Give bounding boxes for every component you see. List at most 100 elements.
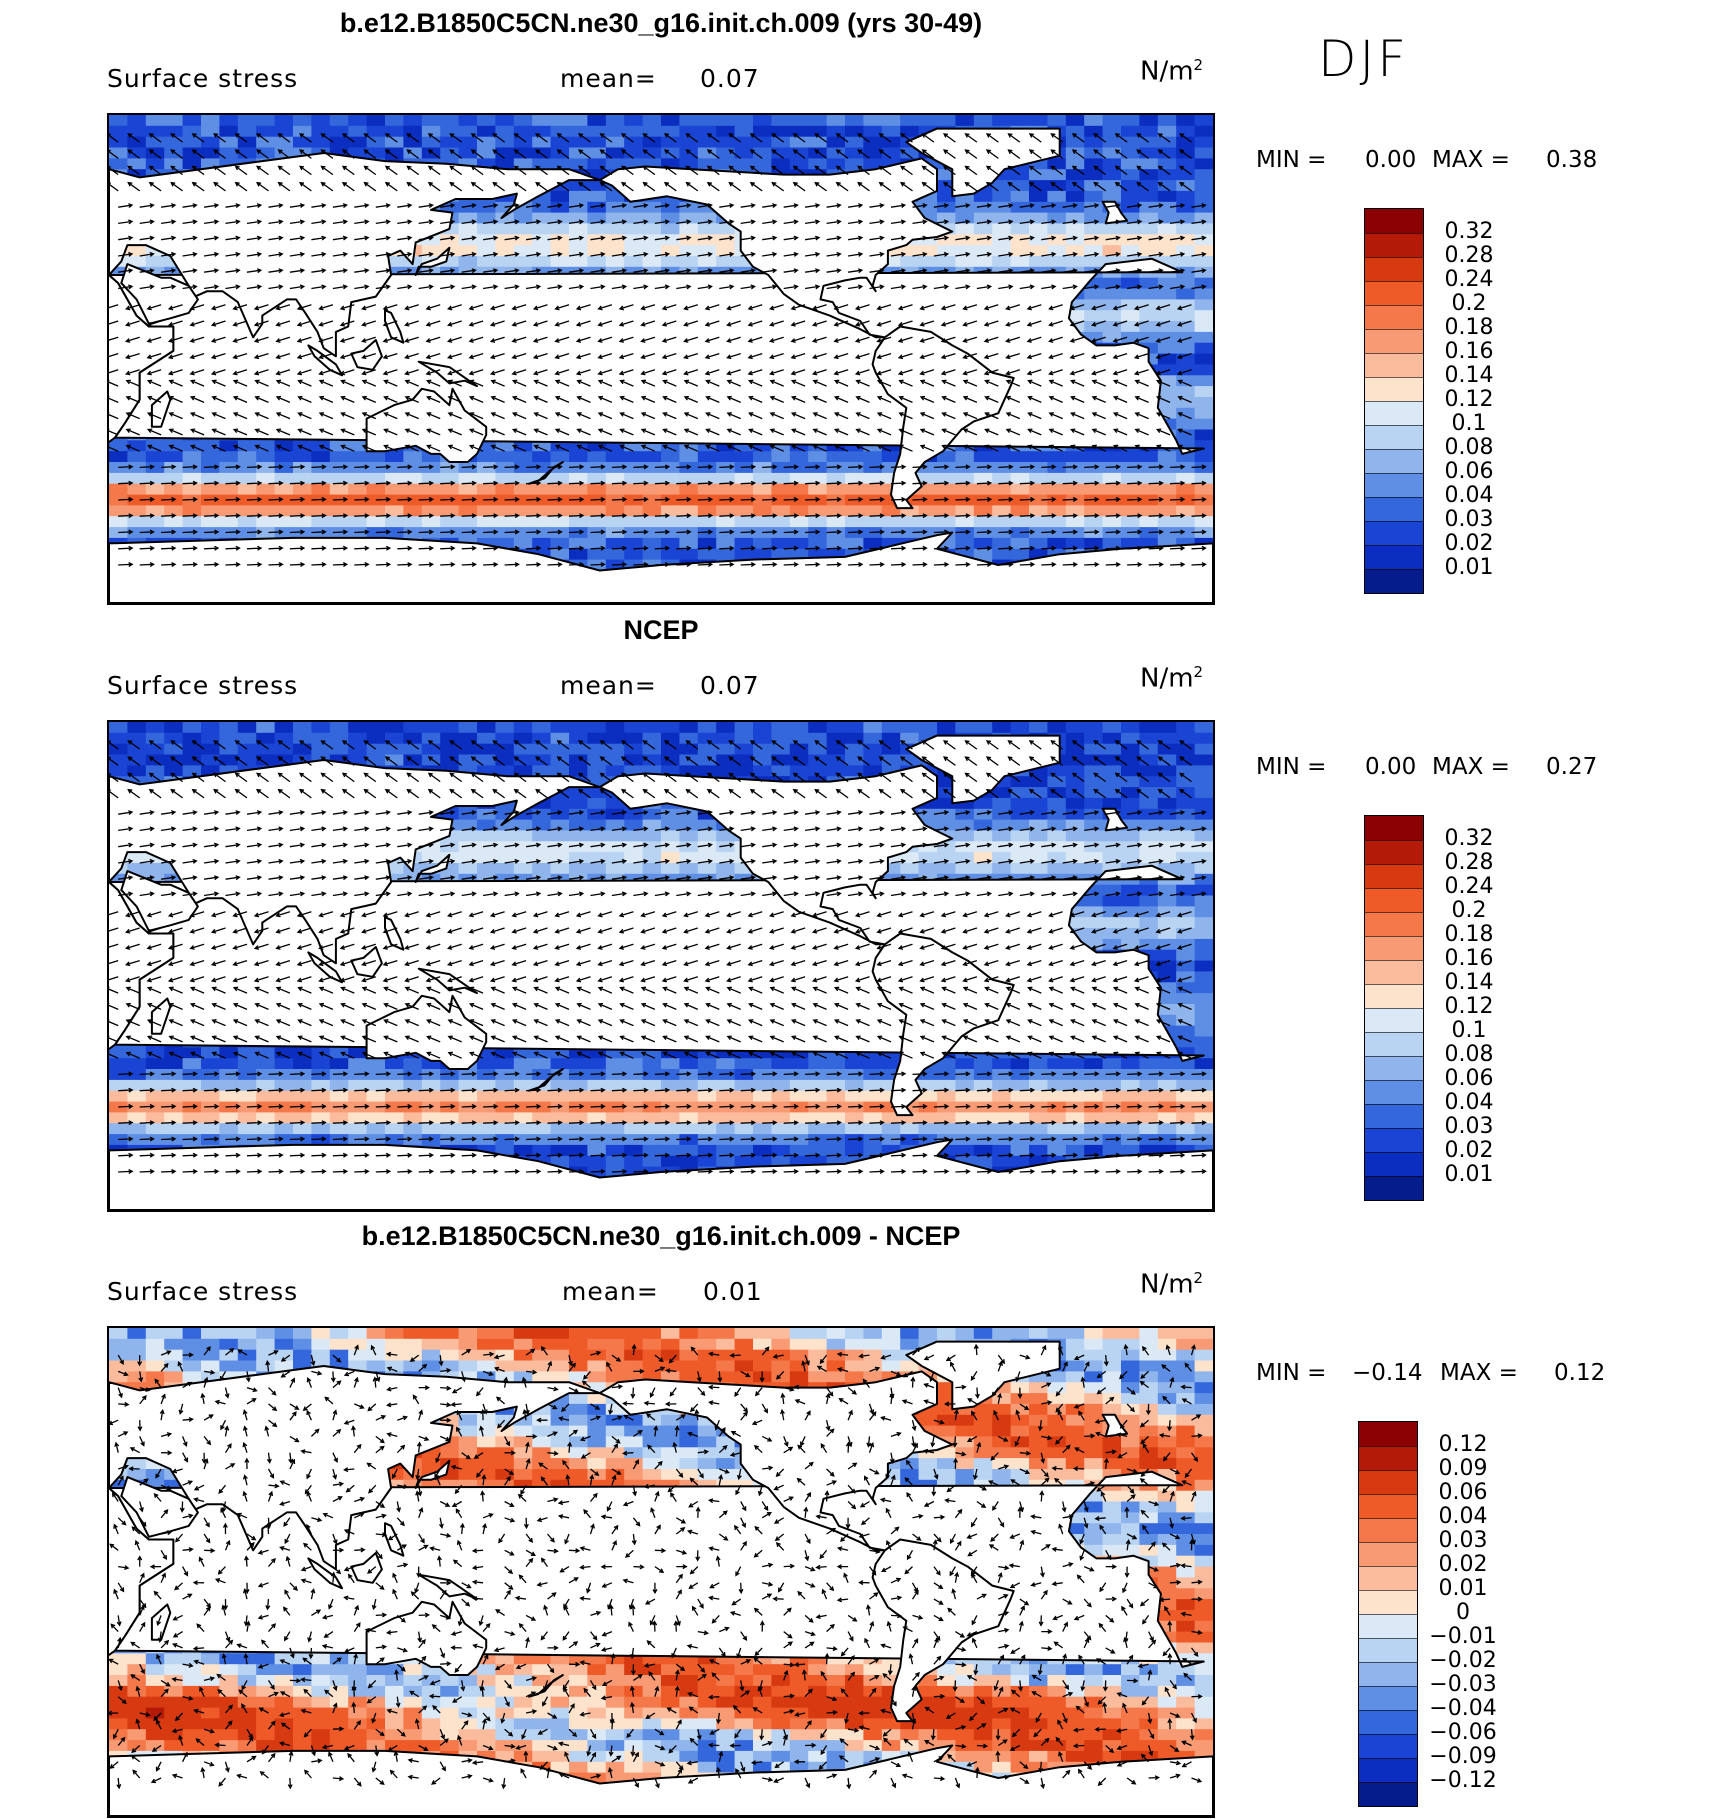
colorbar-swatch	[1365, 1128, 1423, 1152]
colorbar-swatch	[1365, 1032, 1423, 1056]
colorbar-tick-label: 0.02	[1444, 1138, 1494, 1163]
colorbar-tick-label: 0.01	[1444, 1162, 1494, 1187]
colorbar-tick-label: 0.03	[1444, 1114, 1494, 1139]
land-borneo	[350, 339, 383, 371]
colorbar-tick-label: 0.12	[1444, 994, 1494, 1019]
panel-2-variable: Surface stress	[107, 671, 299, 700]
colorbar-tick-label: 0.18	[1444, 315, 1494, 340]
panel-2-colorbar	[1364, 815, 1424, 1201]
land-antarctica	[109, 531, 1213, 603]
colorbar-swatch	[1359, 1470, 1417, 1494]
panel-3-min-value: −0.14	[1352, 1360, 1423, 1386]
colorbar-swatch	[1365, 1080, 1423, 1104]
colorbar-tick-label: 0.16	[1444, 946, 1494, 971]
colorbar-tick-label: 0	[1456, 1600, 1470, 1625]
colorbar-tick-label: 0.06	[1444, 459, 1494, 484]
colorbar-swatch	[1365, 521, 1423, 545]
colorbar-swatch	[1365, 425, 1423, 449]
colorbar-swatch	[1359, 1686, 1417, 1710]
panel-3-min-label: MIN =	[1256, 1360, 1327, 1386]
season-label: DJF	[1318, 30, 1410, 88]
panel-3-map	[107, 1326, 1215, 1818]
colorbar-swatch	[1359, 1758, 1417, 1782]
colorbar-swatch	[1365, 497, 1423, 521]
colorbar-tick-label: 0.12	[1444, 387, 1494, 412]
colorbar-tick-label: 0.14	[1444, 970, 1494, 995]
colorbar-tick-label: −0.06	[1429, 1720, 1497, 1745]
panel-3-units: N/m2	[1140, 1269, 1204, 1300]
colorbar-tick-label: 0.32	[1444, 826, 1494, 851]
panel-3-variable: Surface stress	[107, 1277, 299, 1306]
colorbar-tick-label: 0.04	[1438, 1504, 1488, 1529]
colorbar-tick-label: 0.08	[1444, 1042, 1494, 1067]
stress-vectors	[109, 740, 1207, 1174]
panel-2-min-label: MIN =	[1256, 754, 1327, 780]
land-greenland	[905, 127, 1061, 198]
colorbar-swatch	[1365, 864, 1423, 888]
colorbar-swatch	[1365, 936, 1423, 960]
colorbar-swatch	[1365, 353, 1423, 377]
panel-1-variable: Surface stress	[107, 64, 299, 93]
colorbar-tick-label: 0.06	[1438, 1480, 1488, 1505]
colorbar-tick-label: 0.04	[1444, 483, 1494, 508]
colorbar-swatch	[1359, 1542, 1417, 1566]
land-samerica	[871, 1538, 1015, 1723]
land-philippines	[384, 309, 405, 344]
continents	[109, 127, 1213, 603]
panel-1-colorbar	[1364, 208, 1424, 594]
land-borneo	[350, 946, 383, 978]
panel-3-colorbar	[1358, 1421, 1418, 1807]
panel-2-mean-value: 0.07	[700, 671, 760, 700]
colorbar-tick-label: 0.28	[1444, 243, 1494, 268]
panel-2-max-label: MAX =	[1432, 754, 1510, 780]
land-australia	[365, 387, 488, 463]
land-arabia	[120, 1476, 199, 1538]
land-japan	[414, 1459, 451, 1489]
land-australia	[365, 994, 488, 1070]
colorbar-tick-label: 0.12	[1438, 1432, 1488, 1457]
panel-3-mean-value: 0.01	[703, 1277, 763, 1306]
colorbar-swatch	[1365, 1056, 1423, 1080]
colorbar-swatch	[1359, 1446, 1417, 1470]
panel-1-min-label: MIN =	[1256, 147, 1327, 173]
colorbar-tick-label: 0.2	[1451, 898, 1487, 923]
land-borneo	[350, 1552, 383, 1584]
panel-2-mean-label: mean=	[560, 671, 657, 700]
land-greenland	[905, 734, 1061, 805]
panel-2-units: N/m2	[1140, 663, 1204, 694]
panel-1-units: N/m2	[1140, 56, 1204, 87]
colorbar-tick-label: −0.03	[1429, 1672, 1497, 1697]
colorbar-swatch	[1359, 1566, 1417, 1590]
panel-2-min-value: 0.00	[1365, 754, 1417, 780]
colorbar-tick-label: 0.24	[1444, 874, 1494, 899]
colorbar-swatch	[1365, 305, 1423, 329]
panel-1-title: b.e12.B1850C5CN.ne30_g16.init.ch.009 (yr…	[339, 8, 983, 38]
colorbar-tick-label: 0.1	[1451, 1018, 1487, 1043]
land-uk	[1101, 1413, 1129, 1438]
colorbar-swatch	[1365, 1176, 1423, 1200]
panel-2-title: NCEP	[623, 615, 699, 645]
panel-3-max-label: MAX =	[1440, 1360, 1518, 1386]
colorbar-tick-label: −0.09	[1429, 1744, 1497, 1769]
land-namerica	[598, 157, 954, 339]
panel-1-max-label: MAX =	[1432, 147, 1510, 173]
colorbar-tick-label: −0.02	[1429, 1648, 1497, 1673]
panel-3-title: b.e12.B1850C5CN.ne30_g16.init.ch.009 - N…	[361, 1221, 961, 1251]
panel-2-map	[107, 720, 1215, 1212]
land-antarctica	[109, 1744, 1213, 1816]
colorbar-swatch	[1359, 1734, 1417, 1758]
colorbar-tick-label: 0.32	[1444, 219, 1494, 244]
land-arabia	[120, 870, 199, 932]
colorbar-swatch	[1365, 209, 1423, 233]
land-madagascar	[150, 997, 172, 1035]
colorbar-tick-label: 0.03	[1444, 507, 1494, 532]
colorbar-swatch	[1359, 1782, 1417, 1806]
colorbar-swatch	[1365, 257, 1423, 281]
colorbar-swatch	[1365, 960, 1423, 984]
panel-2-max-value: 0.27	[1546, 754, 1598, 780]
colorbar-tick-label: 0.01	[1438, 1576, 1488, 1601]
colorbar-swatch	[1365, 912, 1423, 936]
colorbar-tick-label: 0.06	[1444, 1066, 1494, 1091]
land-sumatra	[307, 951, 344, 984]
panel-2-map-svg	[109, 722, 1213, 1210]
